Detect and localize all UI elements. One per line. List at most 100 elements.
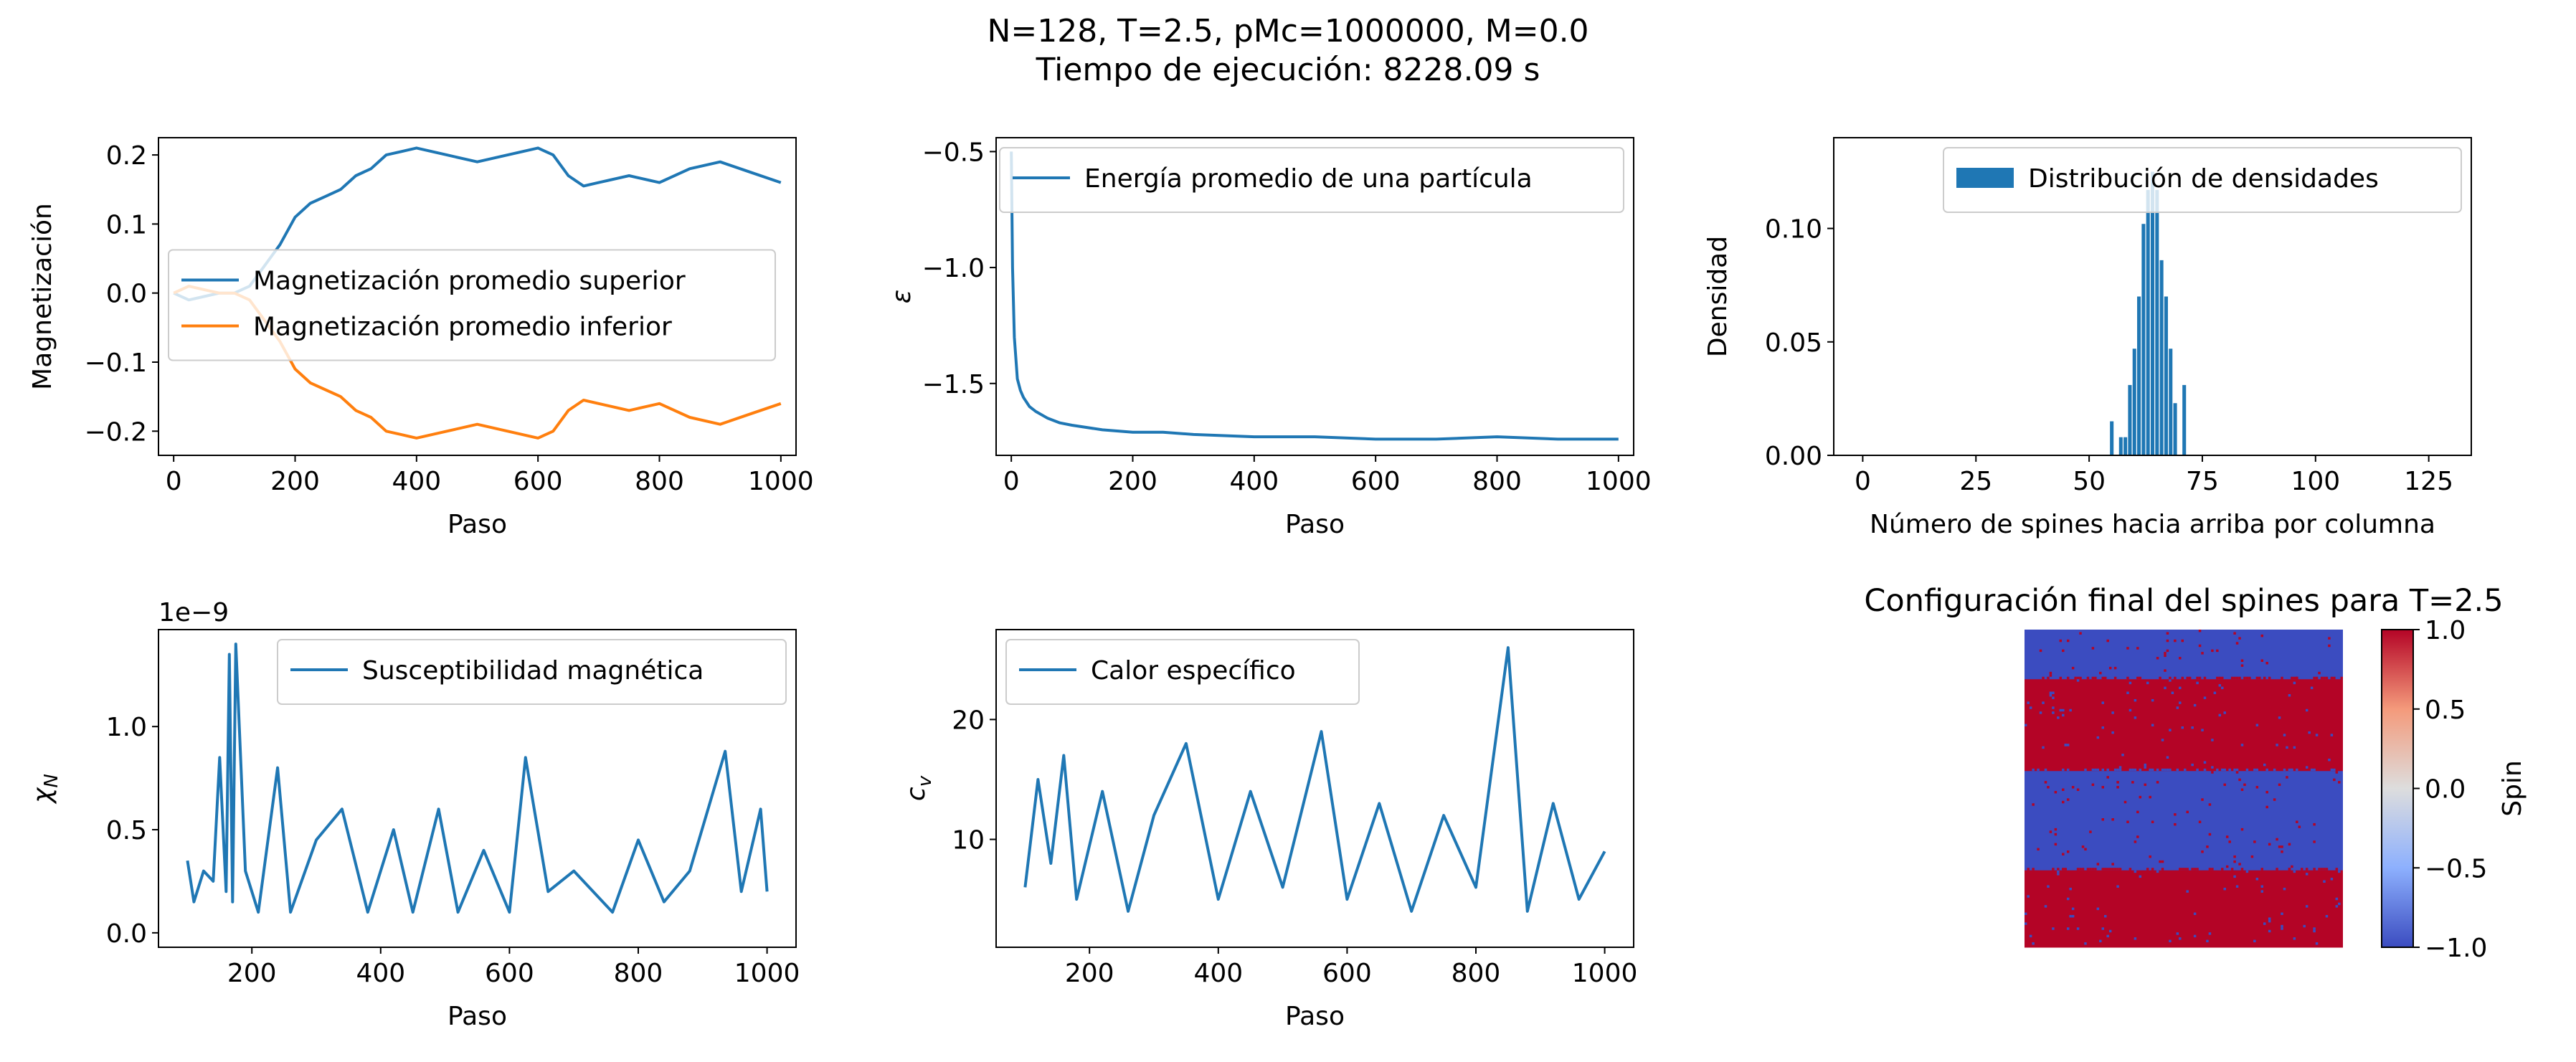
domain-wall-cell [2188,676,2192,680]
domain-wall-cell [2296,676,2298,680]
flipped-spin [2296,820,2298,823]
domain-wall-cell [2169,768,2172,772]
flipped-spin [2059,639,2063,643]
axes-frame [995,629,1634,948]
legend: Distribución de densidades [1943,147,2462,213]
domain-wall-cell [2255,768,2259,772]
flipped-spin [2201,798,2204,801]
flipped-spin [2091,783,2095,787]
flipped-spin [2203,761,2207,764]
flipped-spin [2328,644,2331,648]
domain-wall-cell [2293,676,2296,680]
domain-wall-cell [2323,868,2326,871]
colorbar-label: Spin [2498,760,2527,817]
flipped-spin [2096,907,2100,911]
domain-wall-cell [2196,768,2199,772]
flipped-spin [2208,803,2212,806]
flipped-spin [2276,838,2278,841]
domain-wall-cell [2106,768,2109,772]
flipped-spin [2059,708,2063,712]
domain-wall-cell [2027,868,2030,871]
domain-wall-cell [2221,768,2224,772]
flipped-spin [2330,734,2334,736]
flipped-spin [2156,781,2159,784]
legend-frame [168,249,776,361]
flipped-spin [2223,887,2226,891]
domain-wall-cell [2151,768,2154,772]
spin-band [2025,630,2343,680]
flipped-spin [2211,739,2214,741]
colorbar [2381,629,2414,948]
legend-entry: Energía promedio de una partícula [1084,164,1533,194]
flipped-spin [2101,818,2104,821]
flipped-spin [2069,708,2072,712]
domain-wall-cell [2333,768,2336,772]
flipped-spin [2313,929,2316,933]
flipped-spin [2240,664,2244,667]
flipped-spin [2134,698,2137,702]
flipped-spin [2298,825,2301,828]
flipped-spin [2039,649,2042,653]
domain-wall-cell [2139,768,2142,772]
flipped-spin [2134,768,2137,772]
axes-frame [995,137,1634,456]
domain-wall-cell [2149,768,2151,772]
flipped-spin [2066,897,2070,901]
domain-wall-cell [2235,676,2239,680]
flipped-spin [2171,691,2174,694]
domain-wall-cell [2091,868,2095,871]
histogram-bar [2169,349,2173,455]
flipped-spin [2333,778,2336,782]
flipped-spin [2069,915,2072,918]
flipped-spin [2243,783,2246,787]
domain-wall-cell [2330,768,2334,772]
x-tick-label: 0 [166,467,182,496]
legend-entry: Magnetización promedio inferior [253,313,672,342]
x-tick-label: 400 [356,959,405,988]
flipped-spin [2235,771,2239,774]
domain-wall-cell [2313,868,2316,871]
flipped-spin [2281,912,2283,916]
domain-wall-cell [2221,676,2224,680]
x-axis-label: Paso [448,510,507,539]
legend: Energía promedio de una partícula [999,147,1624,213]
flipped-spin [2286,776,2288,779]
flipped-spin [2240,659,2244,662]
flipped-spin [2062,713,2065,717]
flipped-spin [2338,902,2341,906]
flipped-spin [2066,639,2070,643]
series-line-1 [186,643,769,914]
flipped-spin [2096,863,2100,866]
x-tick-label: 125 [2404,467,2453,496]
flipped-spin [2044,905,2047,908]
flipped-spin [2179,701,2182,704]
flipped-spin [2054,843,2058,846]
domain-wall-cell [2325,676,2329,680]
domain-wall-cell [2042,676,2045,680]
flipped-spin [2062,853,2065,855]
flipped-spin [2281,850,2283,853]
flipped-spin [2191,763,2194,767]
domain-wall-cell [2216,676,2219,680]
flipped-spin [2076,927,2080,930]
domain-wall-cell [2131,768,2134,772]
legend-frame [1943,147,2462,213]
spin-band [2025,679,2343,772]
domain-wall-cell [2062,768,2065,772]
flipped-spin [2159,860,2161,863]
flipped-spin [2166,639,2169,643]
flipped-spin [2228,840,2231,843]
domain-wall-cell [2166,768,2169,772]
domain-wall-cell [2146,868,2149,871]
flipped-spin [2305,905,2309,908]
flipped-spin [2099,671,2102,675]
flipped-spin [2164,669,2167,672]
flipped-spin [2025,922,2027,925]
flipped-spin [2325,915,2329,918]
flipped-spin [2283,734,2286,736]
flipped-spin [2029,706,2032,709]
flipped-spin [2106,776,2109,779]
flipped-spin [2096,736,2100,739]
flipped-spin [2179,686,2182,690]
domain-wall-cell [2101,768,2104,772]
